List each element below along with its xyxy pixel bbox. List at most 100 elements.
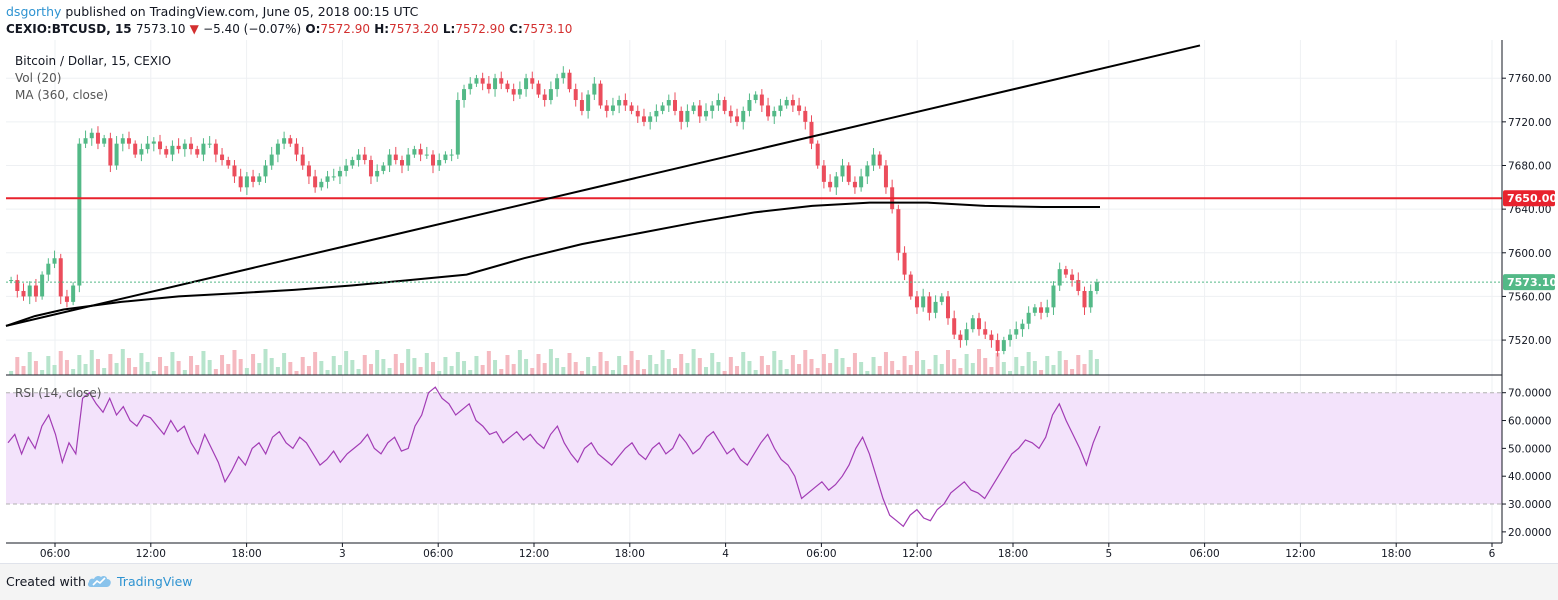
volume-bar — [263, 349, 268, 375]
volume-bar — [1039, 370, 1044, 375]
time-axis[interactable]: 06:00 12:00 18:00 3 06:00 12:00 18:00 4 06:00 12:… — [40, 543, 1496, 560]
candle-body — [170, 145, 175, 155]
volume-bar — [524, 359, 529, 375]
last-price-tag: 7573.10 — [1503, 274, 1557, 291]
volume-bar — [691, 349, 696, 375]
volume-bar — [1014, 357, 1019, 375]
volume-bar — [213, 369, 218, 375]
low-label: L: — [442, 22, 456, 36]
volume-bar — [511, 364, 516, 375]
tradingview-cloud-icon[interactable] — [87, 573, 113, 589]
volume-bar — [195, 365, 200, 375]
rsi-tick-label: 20.0000 — [1508, 527, 1551, 539]
candle-body — [517, 89, 522, 95]
candle-body — [257, 176, 262, 182]
trendline[interactable] — [5, 44, 1201, 327]
high-label: H: — [374, 22, 390, 36]
candle-body — [660, 105, 665, 111]
volume-bar — [685, 363, 690, 375]
rsi-tick-label: 40.0000 — [1508, 471, 1551, 483]
price-axis[interactable]: 7760.00 7720.00 7680.00 7640.00 7600.00 7560.… — [1502, 73, 1551, 347]
volume-bar — [735, 366, 740, 375]
volume-bar — [393, 354, 398, 375]
candle-body — [468, 83, 473, 90]
volume-bar — [431, 362, 436, 375]
candle-body — [815, 143, 820, 166]
time-tick-label: 12:00 — [519, 548, 549, 560]
volume-bar — [958, 368, 963, 375]
volume-bar — [226, 364, 231, 375]
price-tick-label: 7680.00 — [1508, 160, 1551, 172]
candle-body — [945, 296, 950, 319]
open-value: 7572.90 — [320, 22, 371, 36]
volume-bar — [437, 371, 442, 375]
tradingview-link[interactable]: TradingView — [117, 574, 193, 589]
candle-body — [114, 143, 119, 166]
candle-body — [852, 181, 857, 188]
time-tick-label: 6 — [1489, 548, 1496, 560]
volume-bar — [1094, 359, 1099, 375]
footer: Created with TradingView — [0, 563, 1558, 600]
candle-body — [313, 176, 318, 188]
volume-bar — [679, 354, 684, 375]
price-tick-label: 7560.00 — [1508, 291, 1551, 303]
volume-bar — [641, 369, 646, 375]
candle-body — [412, 149, 417, 155]
time-tick-label: 12:00 — [136, 548, 166, 560]
candle-body — [431, 154, 436, 166]
candle-body — [697, 105, 702, 117]
down-arrow-icon: ▼ — [189, 22, 199, 36]
time-tick-label: 06:00 — [423, 548, 453, 560]
candle-body — [1045, 307, 1050, 313]
candle-body — [592, 83, 597, 95]
legend-rsi: RSI (14, close) — [15, 386, 101, 400]
volume-bar — [313, 352, 318, 375]
volume-bar — [40, 370, 45, 375]
volume-bar — [499, 369, 504, 375]
candle-body — [970, 318, 975, 330]
volume-bar — [412, 358, 417, 375]
candle-body — [499, 78, 504, 84]
candle-body — [567, 72, 572, 90]
chart-area[interactable]: Bitcoin / Dollar, 15, CEXIO Vol (20) MA … — [0, 0, 1558, 563]
candle-body — [139, 149, 144, 155]
candle-body — [15, 280, 20, 291]
volume-bar — [77, 355, 82, 375]
volume-bar — [635, 360, 640, 375]
volume-bar — [64, 360, 69, 375]
candle-body — [350, 160, 355, 166]
volume-bar — [797, 364, 802, 375]
candle-body — [865, 165, 870, 177]
volume-bar — [728, 357, 733, 375]
volume-bar — [883, 352, 888, 375]
volume-bar — [790, 355, 795, 375]
publish-info: published on TradingView.com, June 05, 2… — [65, 4, 419, 19]
candle-body — [424, 154, 429, 156]
candle-body — [561, 72, 566, 79]
volume-bar — [443, 357, 448, 375]
candle-body — [1094, 282, 1099, 291]
time-tick-label: 18:00 — [1381, 548, 1411, 560]
candle-body — [52, 258, 57, 264]
candle-body — [883, 165, 888, 188]
candles[interactable] — [9, 66, 1099, 357]
candle-body — [586, 94, 591, 111]
volume-bar — [766, 365, 771, 375]
volume-bar — [189, 356, 194, 375]
volume-bar — [462, 361, 467, 375]
candle-body — [747, 100, 752, 111]
rsi-axis[interactable]: 70.0000 60.0000 50.0000 40.0000 30.0000 20.00… — [1502, 388, 1551, 539]
volume-bar — [344, 351, 349, 375]
author-link[interactable]: dsgorthy — [6, 4, 62, 19]
candle-body — [797, 105, 802, 111]
last-price: 7573.10 — [135, 22, 186, 36]
volume-bar — [158, 357, 163, 375]
volume-bar — [331, 356, 336, 375]
high-value: 7573.20 — [389, 22, 439, 36]
volume-bar — [58, 351, 63, 375]
candle-body — [393, 154, 398, 161]
created-with-label: Created with — [6, 574, 86, 589]
candle-body — [704, 110, 709, 117]
volume-bar — [33, 361, 38, 375]
volume-bar — [592, 366, 597, 375]
